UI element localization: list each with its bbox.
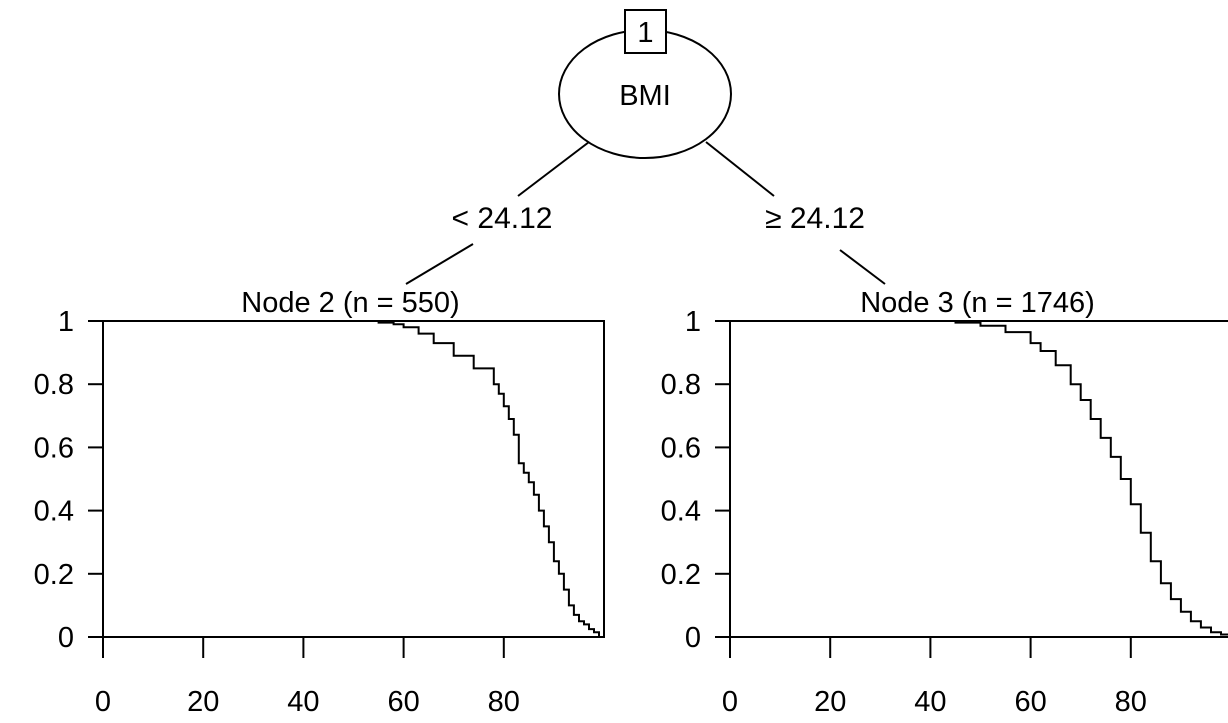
panel-title: Node 3 (n = 1746) (860, 287, 1095, 319)
x-tick-label: 0 (95, 686, 111, 718)
y-tick-label: 0.8 (34, 369, 74, 401)
y-tick-label: 0.4 (661, 496, 701, 528)
x-tick-label: 80 (1115, 686, 1147, 718)
y-tick-label: 0.2 (34, 559, 74, 591)
y-tick-label: 0.6 (34, 432, 74, 464)
node-3-survival-panel: Node 3 (n = 1746) 0 0.2 0.4 0.6 0.8 1 0 20 40 60 80 (661, 287, 1228, 718)
y-tick-label: 0.2 (661, 559, 701, 591)
survival-curve (730, 320, 1228, 636)
root-node-id: 1 (637, 17, 653, 49)
y-tick-label: 1 (58, 306, 74, 338)
y-tick-label: 1 (685, 306, 701, 338)
y-tick-label: 0.6 (661, 432, 701, 464)
left-split-label: < 24.12 (452, 202, 553, 235)
tree-diagram: BMI 1 < 24.12 ≥ 24.12 (405, 9, 886, 285)
right-branch-lower (839, 249, 886, 285)
y-tick-label: 0 (685, 622, 701, 654)
plot-frame (729, 320, 1228, 638)
x-tick-label: 0 (722, 686, 738, 718)
x-tick-label: 20 (187, 686, 219, 718)
panel-title: Node 2 (n = 550) (241, 287, 459, 319)
x-tick-label: 40 (287, 686, 319, 718)
left-branch-lower (405, 243, 474, 285)
root-node-id-box (624, 9, 667, 54)
x-tick-label: 80 (488, 686, 520, 718)
survival-curve (103, 320, 600, 637)
right-split-label: ≥ 24.12 (765, 202, 865, 235)
x-tick-label: 20 (814, 686, 846, 718)
root-node-variable: BMI (619, 80, 671, 112)
y-tick-label: 0 (58, 622, 74, 654)
node-2-survival-panel: Node 2 (n = 550) 0 0.2 0.4 0.6 0.8 1 0 20 40 60 80 (34, 287, 605, 718)
x-tick-label: 60 (387, 686, 419, 718)
y-tick-label: 0.8 (661, 369, 701, 401)
x-tick-label: 60 (1014, 686, 1046, 718)
x-tick-label: 40 (914, 686, 946, 718)
y-tick-label: 0.4 (34, 496, 74, 528)
left-branch-upper (517, 141, 590, 197)
right-branch-upper (705, 141, 775, 197)
